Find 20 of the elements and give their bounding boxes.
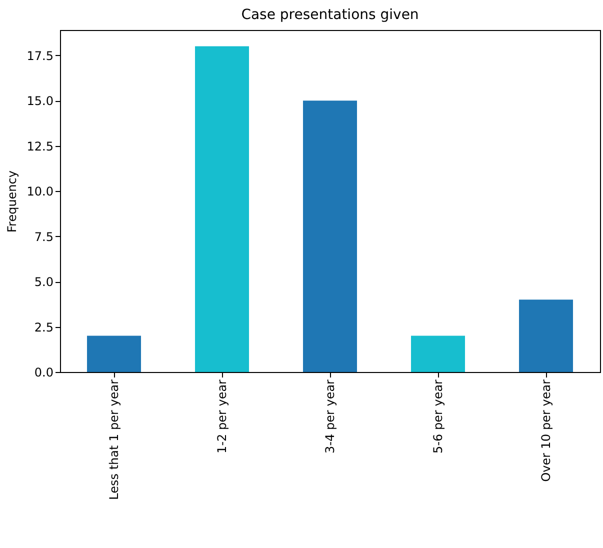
y-tick-label: 10.0 <box>26 184 54 199</box>
y-tick-label: 17.5 <box>26 48 54 63</box>
bar <box>87 336 141 372</box>
y-tick-label: 2.5 <box>34 320 54 334</box>
x-tick-label: 1-2 per year <box>215 379 229 454</box>
bar <box>519 300 573 372</box>
x-tick-label: 3-4 per year <box>323 379 337 454</box>
y-tick-label: 5.0 <box>34 275 54 290</box>
y-tick-label: 12.5 <box>26 139 54 154</box>
y-tick-label: 7.5 <box>34 230 54 244</box>
bar <box>303 100 357 372</box>
bar <box>411 336 465 372</box>
x-tick-label: Over 10 per year <box>539 379 553 482</box>
bar <box>195 46 249 372</box>
x-tick-label: Less that 1 per year <box>107 379 121 500</box>
y-tick-label: 15.0 <box>26 94 54 108</box>
x-tick-label: 5-6 per year <box>431 379 445 454</box>
chart-title: Case presentations given <box>241 7 419 23</box>
y-tick-label: 0.0 <box>34 366 54 380</box>
y-axis-title: Frequency <box>4 170 19 232</box>
